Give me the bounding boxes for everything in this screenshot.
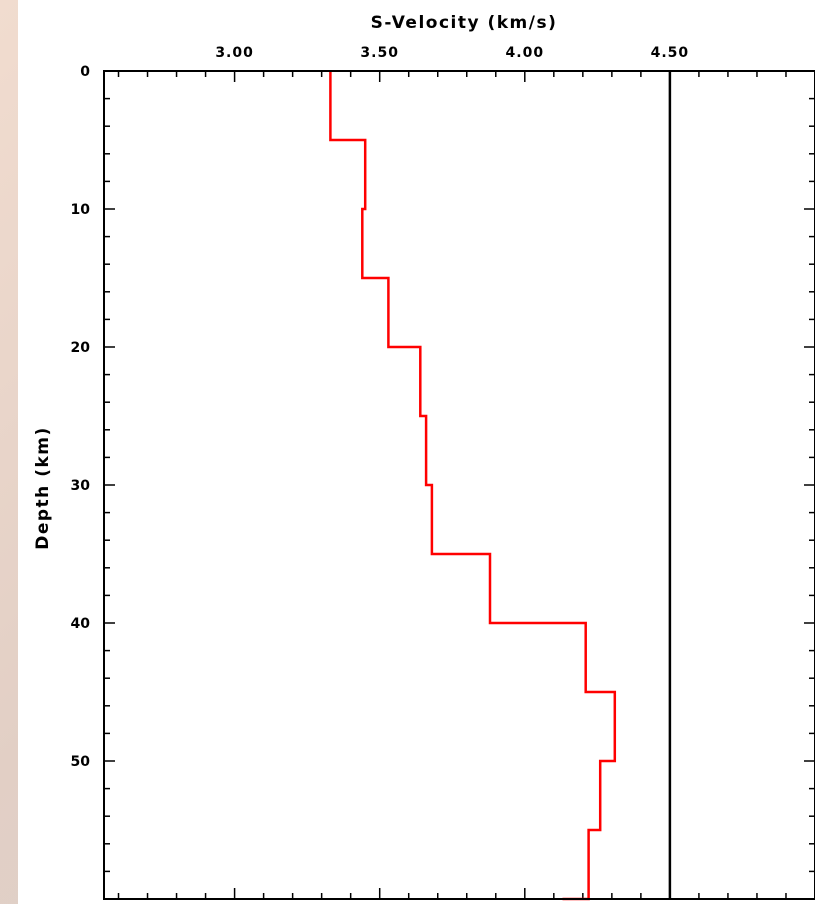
series-layer <box>329 71 672 901</box>
plot-frame <box>103 70 815 900</box>
y-axis-label: Depth (km) <box>33 426 53 550</box>
y-tick-label: 30 <box>71 478 91 494</box>
y-tick-label: 50 <box>71 754 91 770</box>
x-axis-label: S-Velocity (km/s) <box>371 13 558 33</box>
y-tick-label: 0 <box>80 64 90 80</box>
x-tick-label: 3.00 <box>215 45 254 61</box>
y-tick-label: 10 <box>71 202 91 218</box>
y-tick-label: 40 <box>71 616 91 632</box>
tick-marks <box>104 71 815 899</box>
velocity-depth-chart: 3.00 3.50 4.00 4.50 0 10 20 30 40 50 S-Velocity … <box>33 13 815 901</box>
y-tick-labels: 0 10 20 30 40 50 <box>71 64 91 770</box>
x-tick-label: 4.50 <box>651 45 690 61</box>
chart-panel: 3.00 3.50 4.00 4.50 0 10 20 30 40 50 S-Velocity … <box>18 0 815 904</box>
x-tick-label: 4.00 <box>506 45 545 61</box>
y-tick-label: 20 <box>71 340 91 356</box>
velocity-profile-line <box>329 71 617 901</box>
x-tick-label: 3.50 <box>360 45 399 61</box>
x-tick-labels: 3.00 3.50 4.00 4.50 <box>215 45 690 61</box>
